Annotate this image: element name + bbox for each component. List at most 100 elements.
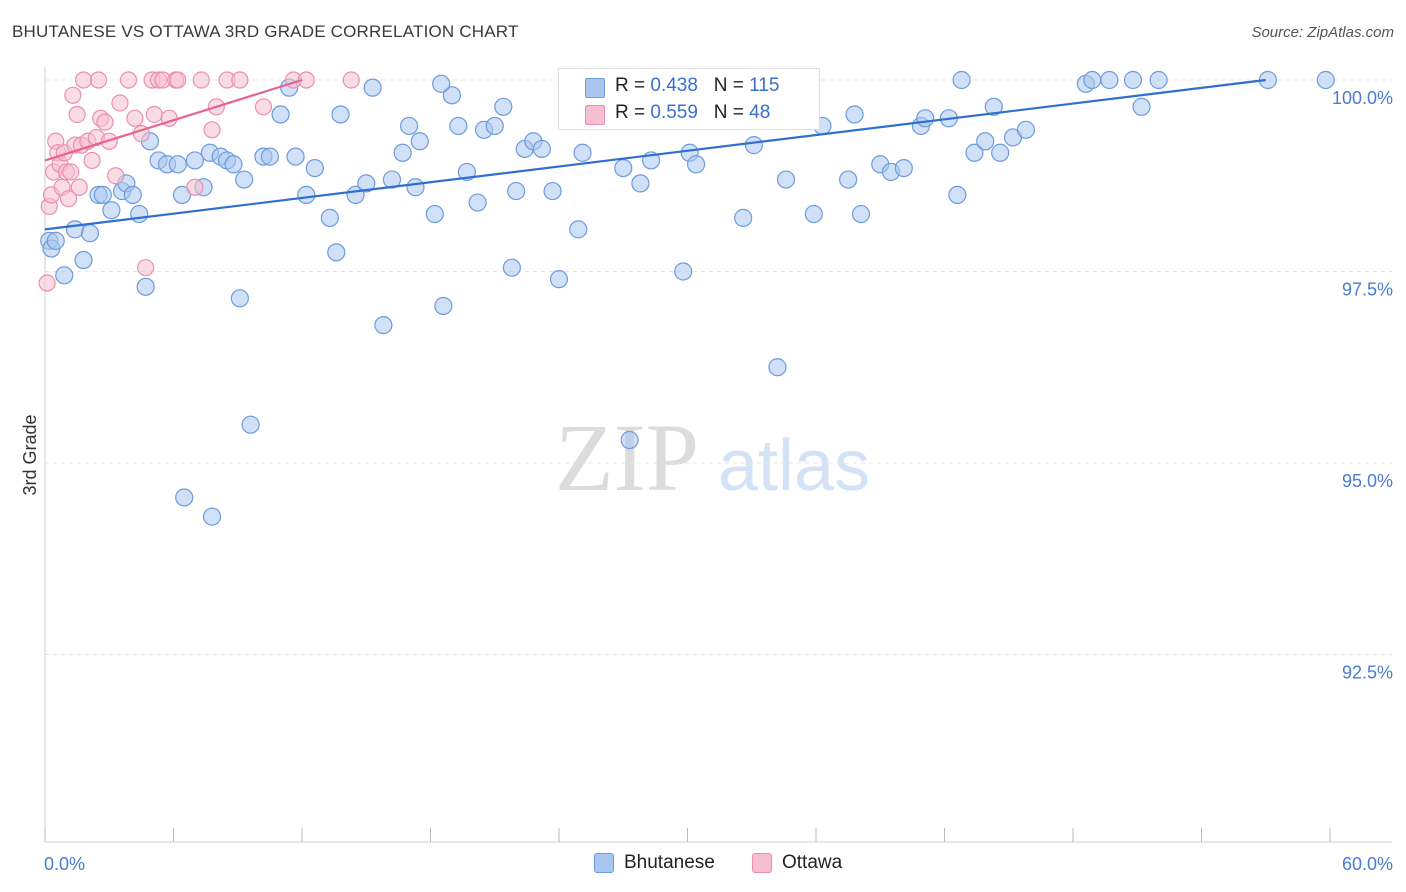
chart-title: BHUTANESE VS OTTAWA 3RD GRADE CORRELATIO…	[12, 22, 519, 41]
ottawa-point	[96, 113, 114, 131]
bhutanese-point	[357, 174, 376, 193]
legend-bhutanese-label: Bhutanese	[624, 852, 715, 873]
bhutanese-point	[894, 158, 913, 178]
y-axis-label: 3rd Grade	[20, 414, 40, 495]
bhutanese-point	[948, 185, 967, 204]
bhutanese-point	[442, 86, 462, 105]
bhutanese-point	[449, 116, 468, 136]
ottawa-point	[83, 151, 101, 170]
watermark-zip: ZIP	[555, 404, 699, 511]
bhutanese-r-label: R =	[615, 75, 651, 96]
ottawa-point	[62, 163, 80, 181]
bhutanese-point	[168, 155, 187, 174]
y-tick-label: 95.0%	[1342, 471, 1393, 491]
bhutanese-point	[1132, 97, 1151, 116]
bhutanese-point	[202, 507, 222, 526]
bhutanese-point	[286, 147, 305, 166]
legend-bhutanese-swatch	[594, 853, 614, 873]
bhutanese-point	[984, 97, 1003, 116]
bhutanese-point	[851, 204, 871, 224]
bhutanese-point	[93, 185, 112, 204]
bhutanese-point	[320, 208, 339, 227]
ottawa-point	[111, 94, 129, 112]
bhutanese-point	[502, 258, 521, 277]
bhutanese-point	[185, 151, 205, 170]
bhutanese-point	[916, 109, 935, 128]
bhutanese-point	[569, 220, 588, 239]
bhutanese-point	[952, 70, 971, 90]
bhutanese-point	[80, 224, 100, 243]
bhutanese-point	[804, 204, 823, 224]
legend-ottawa-swatch	[752, 853, 772, 873]
ottawa-point	[107, 167, 125, 185]
ottawa-point	[74, 71, 93, 89]
bhutanese-point	[230, 289, 249, 308]
bhutanese-point	[494, 97, 513, 116]
bhutanese-point	[573, 143, 592, 162]
bhutanese-point	[468, 193, 487, 212]
ottawa-r-label: R =	[615, 102, 651, 123]
ottawa-point	[64, 86, 82, 104]
ottawa-point	[38, 274, 56, 292]
bhutanese-point	[976, 132, 995, 151]
bhutanese-point	[406, 178, 425, 197]
bhutanese-point	[744, 136, 763, 155]
ottawa-point	[192, 71, 210, 89]
bhutanese-point	[532, 139, 551, 159]
bhutanese-point	[374, 316, 393, 335]
ottawa-point	[203, 121, 221, 139]
ottawa-point	[70, 178, 88, 196]
bhutanese-point	[1149, 70, 1168, 90]
bhutanese-point	[543, 181, 562, 201]
ottawa-point	[145, 105, 163, 124]
ottawa-point	[89, 71, 108, 89]
x-tick-label-start: 0.0%	[44, 854, 85, 874]
ottawa-r-value: 0.559	[650, 102, 698, 123]
bhutanese-point	[734, 208, 753, 227]
bhutanese-trend-line	[44, 78, 1266, 231]
bhutanese-point	[172, 185, 192, 204]
bhutanese-point	[768, 358, 787, 377]
ottawa-n-value: 48	[749, 102, 771, 123]
bhutanese-point	[434, 296, 453, 316]
chart-legend: Bhutanese Ottawa	[0, 852, 1406, 876]
bhutanese-point	[686, 155, 706, 174]
x-tick-label-end: 60.0%	[1342, 854, 1393, 874]
ottawa-trend-line	[44, 78, 303, 162]
watermark-atlas: atlas	[718, 426, 870, 506]
bhutanese-point	[297, 185, 316, 204]
bhutanese-point	[224, 155, 243, 174]
bhutanese-point	[614, 158, 633, 178]
bhutanese-r-value: 0.438	[650, 75, 698, 96]
bhutanese-point	[620, 430, 639, 450]
bhutanese-n-label: N =	[713, 75, 750, 96]
bhutanese-point	[776, 170, 796, 189]
bhutanese-point	[839, 170, 858, 189]
correlation-stats-box: R = 0.438 N = 115 R = 0.559 N = 48	[558, 68, 820, 130]
ottawa-point	[342, 71, 360, 89]
ottawa-point	[137, 259, 155, 277]
bhutanese-point	[1083, 70, 1102, 90]
bhutanese-point	[1100, 70, 1119, 90]
bhutanese-point	[399, 116, 419, 136]
source-label: Source: ZipAtlas.com	[1251, 24, 1394, 41]
bhutanese-point	[305, 158, 324, 178]
bhutanese-point	[549, 270, 569, 289]
bhutanese-point	[260, 147, 279, 166]
bhutanese-point	[271, 105, 290, 124]
bhutanese-point	[393, 143, 412, 162]
bhutanese-point	[327, 243, 346, 262]
bhutanese-point	[507, 181, 526, 201]
bhutanese-point	[382, 170, 402, 189]
ottawa-point	[297, 71, 315, 89]
bhutanese-point	[136, 277, 155, 296]
bhutanese-point	[235, 170, 254, 189]
bhutanese-point	[674, 262, 693, 281]
bhutanese-point	[55, 266, 74, 285]
ottawa-n-label: N =	[713, 102, 750, 123]
bhutanese-point	[175, 488, 194, 507]
bhutanese-point	[102, 201, 121, 220]
ottawa-point	[119, 71, 138, 89]
bhutanese-point	[363, 78, 382, 97]
